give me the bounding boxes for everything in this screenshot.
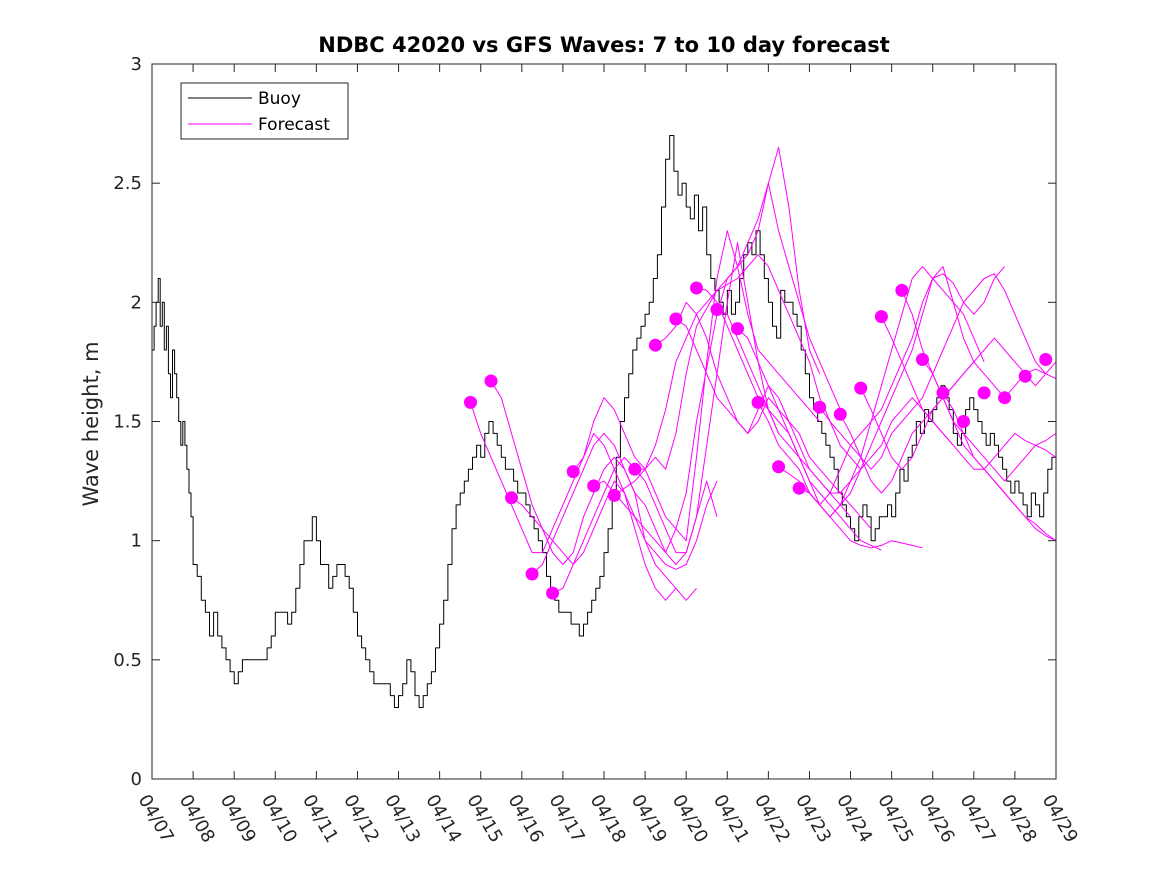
forecast-marker-21 [895,283,909,297]
forecast-marker-19 [854,381,868,395]
forecast-marker-22 [916,353,929,366]
legend-buoy-label: Buoy [258,89,301,109]
forecast-marker-5 [566,465,580,479]
plot-area [152,135,1056,708]
forecast-marker-10 [669,312,683,326]
forecast-series-line-21 [880,316,1056,470]
forecast-series-line-24 [942,392,1056,542]
forecast-marker-1 [484,374,498,388]
forecast-marker-25 [977,386,991,400]
forecast-series-line-7 [593,146,821,554]
y-tick-label: 0 [131,769,142,790]
forecast-series-line-6 [572,230,821,542]
y-tick-label: 1.5 [113,412,142,433]
legend-box [180,82,349,140]
forecast-marker-28 [1039,353,1053,366]
forecast-marker-12 [710,303,724,316]
forecast-marker-3 [525,567,539,581]
forecast-marker-13 [731,322,744,336]
forecast-marker-11 [690,281,703,295]
y-tick-label: 1 [131,531,142,552]
forecast-marker-7 [607,488,621,502]
forecast-marker-17 [813,400,827,414]
buoy-series-line [152,135,1056,708]
forecast-marker-2 [505,491,518,505]
y-axis-label: Wave height, m [79,341,103,506]
legend-forecast-label: Forecast [258,115,330,135]
forecast-series-line-1 [470,402,677,601]
y-tick-label: 0.5 [113,650,142,671]
forecast-marker-18 [833,407,847,421]
y-tick-label: 2.5 [113,173,142,194]
plot-series-layer [152,135,1056,708]
forecast-marker-9 [648,338,662,352]
forecast-marker-24 [957,415,970,428]
legend: Buoy Forecast [180,82,349,140]
forecast-series-line-3 [511,480,718,570]
forecast-marker-23 [936,386,950,400]
forecast-marker-0 [464,395,477,409]
forecast-marker-20 [874,310,888,324]
forecast-marker-15 [772,460,786,474]
forecast-series-line-15 [757,266,975,518]
y-tick-label: 2 [131,292,142,313]
forecast-marker-8 [628,462,642,476]
forecast-marker-26 [998,391,1012,405]
forecast-series-line-9 [634,254,862,470]
chart-title: NDBC 42020 vs GFS Waves: 7 to 10 day for… [318,33,889,57]
forecast-series-line-2 [490,380,697,601]
forecast-marker-16 [792,481,806,495]
forecast-marker-4 [546,586,560,600]
forecast-series-line-8 [614,182,841,496]
forecast-series-line-11 [675,318,872,530]
y-tick-label: 3 [131,54,142,75]
forecast-marker-27 [1018,369,1032,383]
forecast-marker-14 [751,395,765,409]
forecast-marker-6 [587,479,601,493]
